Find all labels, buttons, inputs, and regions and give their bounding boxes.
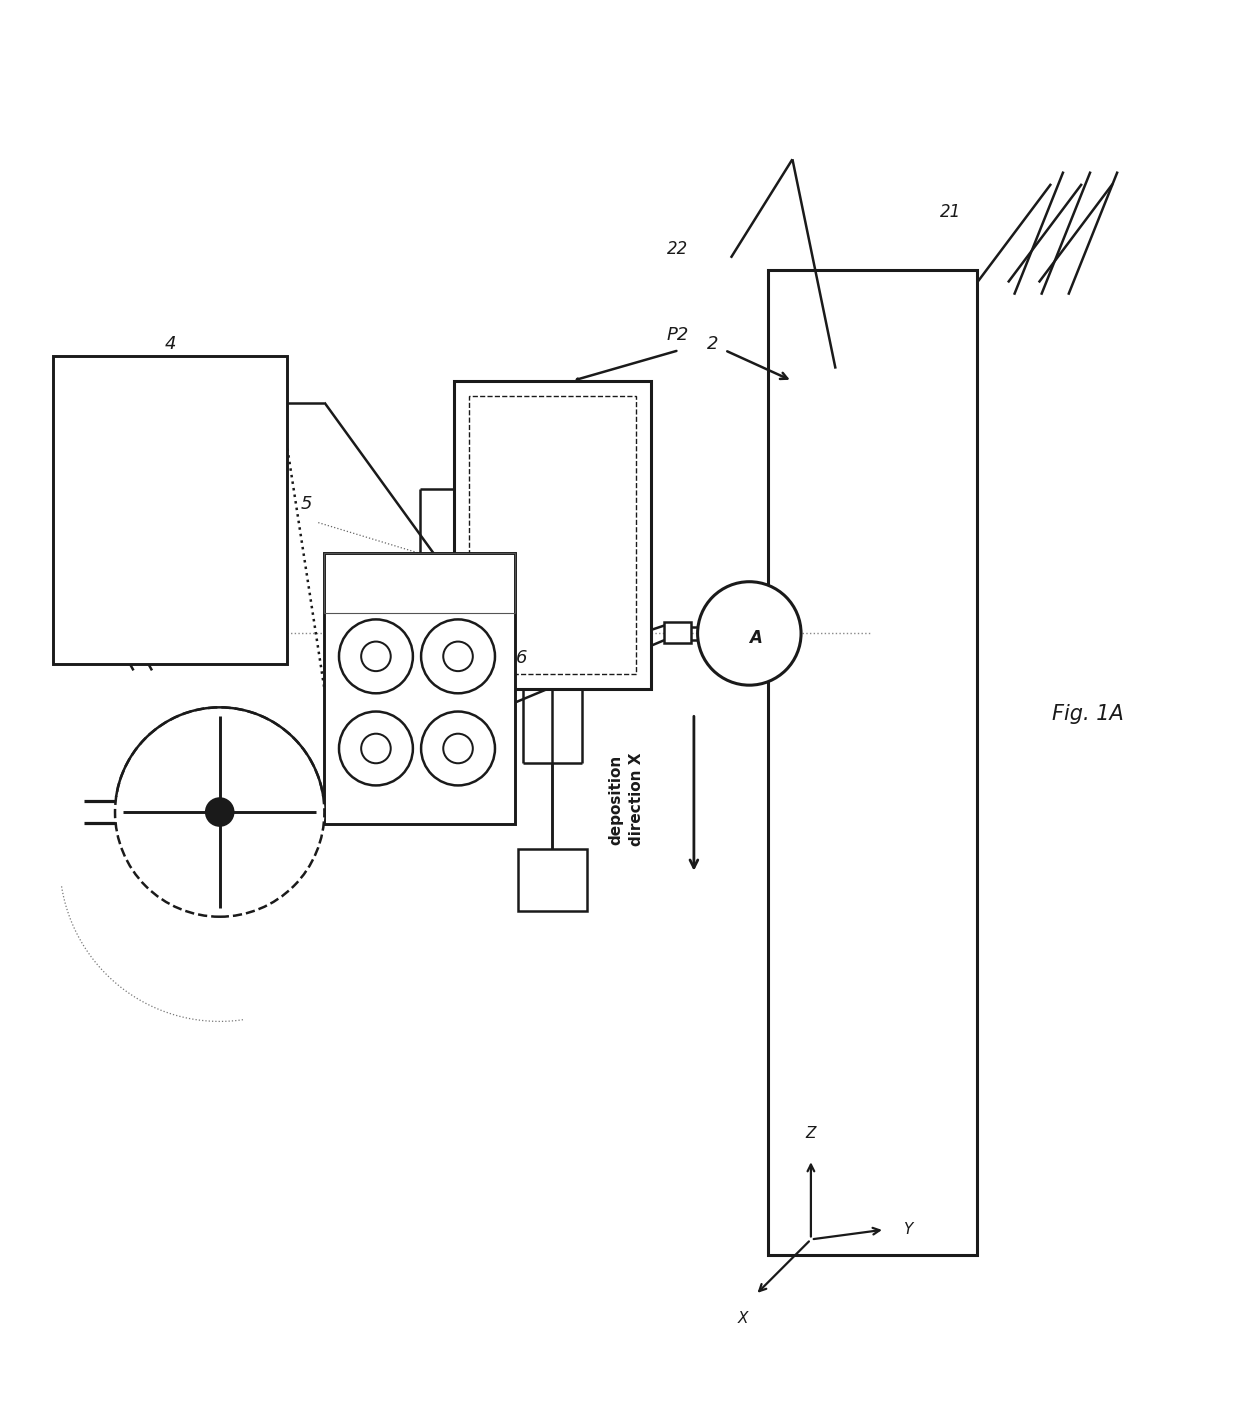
Bar xyxy=(665,622,692,644)
Text: 22: 22 xyxy=(666,240,688,258)
Circle shape xyxy=(206,799,233,826)
Circle shape xyxy=(339,619,413,694)
Circle shape xyxy=(422,712,495,785)
Text: deposition
direction X: deposition direction X xyxy=(609,753,644,846)
Bar xyxy=(469,395,636,674)
Text: Fig. 1A: Fig. 1A xyxy=(1053,704,1123,723)
Circle shape xyxy=(361,733,391,763)
Circle shape xyxy=(443,733,472,763)
Bar xyxy=(768,270,977,1256)
Bar xyxy=(325,554,516,614)
Text: P2: P2 xyxy=(667,325,689,344)
Circle shape xyxy=(361,642,391,671)
Text: X: X xyxy=(738,1311,749,1326)
Circle shape xyxy=(339,712,413,785)
Circle shape xyxy=(115,708,325,916)
Bar xyxy=(518,849,587,910)
Text: 5: 5 xyxy=(300,495,311,514)
Circle shape xyxy=(698,582,801,685)
Text: 21: 21 xyxy=(940,203,961,221)
Text: 4: 4 xyxy=(165,335,176,352)
Text: 6: 6 xyxy=(516,649,527,666)
Circle shape xyxy=(443,642,472,671)
Text: A: A xyxy=(749,629,761,648)
Bar xyxy=(53,357,288,664)
Bar xyxy=(325,554,516,825)
Text: 2: 2 xyxy=(707,335,718,352)
Text: Y: Y xyxy=(903,1222,913,1237)
Circle shape xyxy=(422,619,495,694)
Bar xyxy=(454,381,651,689)
Text: Z: Z xyxy=(806,1126,816,1142)
